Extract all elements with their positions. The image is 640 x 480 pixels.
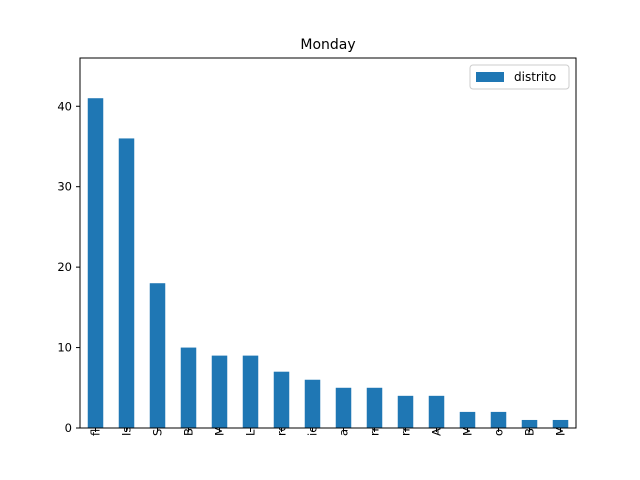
bar-9 [366,387,383,428]
x-tick-label-0: flores [89,404,103,436]
y-tick-label-3: 30 [57,180,72,194]
bar-11 [428,395,445,428]
bar-3 [180,347,197,428]
bar-4 [211,355,228,428]
x-tick-label-8: alena [337,404,351,436]
legend: distrito [469,64,570,90]
y-axis: 0 10 20 30 40 [57,99,80,435]
bar-7 [304,379,321,428]
y-tick-label-2: 20 [57,260,72,274]
legend-label: distrito [514,70,556,84]
bar-1 [118,138,135,428]
bar-8 [335,387,352,428]
x-tick-label-10: rranco [399,399,413,436]
x-tick-label-11: Ate [430,417,444,436]
x-tick-label-3: Borja [182,406,196,436]
x-tick-label-13: o Libre [492,397,506,436]
bar-6 [273,371,290,428]
y-tick-label-0: 0 [65,421,72,435]
y-tick-label-1: 10 [57,341,72,355]
plot-frame [79,57,577,429]
x-tick-label-7: ictoria [306,400,320,436]
x-tick-label-4: Molina [213,398,227,436]
x-tick-label-15: María [554,404,568,436]
bar-10 [397,395,414,428]
x-tick-label-2: Surco [151,404,165,436]
x-tick-label-6: rquillo [275,400,289,436]
bar-14 [521,419,538,428]
legend-swatch [476,72,504,82]
bar-12 [459,411,476,428]
legend-box [469,64,570,90]
x-tick-label-1: Isidro [120,405,134,436]
bars-layer [87,98,569,428]
bar-13 [490,411,507,428]
x-tick-label-9: rrillos [368,404,382,436]
y-tick-label-4: 40 [57,99,72,113]
bar-5 [242,355,259,428]
x-tick-label-14: Breña [523,402,537,436]
x-tick-label-12: Miguel [461,398,475,436]
bar-0 [87,98,104,428]
x-axis: flores Isidro Surco Borja Molina Lima rquillo i… [89,397,568,436]
x-tick-label-5: Lima [244,408,258,436]
chart-title: Monday [300,37,355,53]
bar-15 [552,419,569,428]
bar-2 [149,283,166,428]
